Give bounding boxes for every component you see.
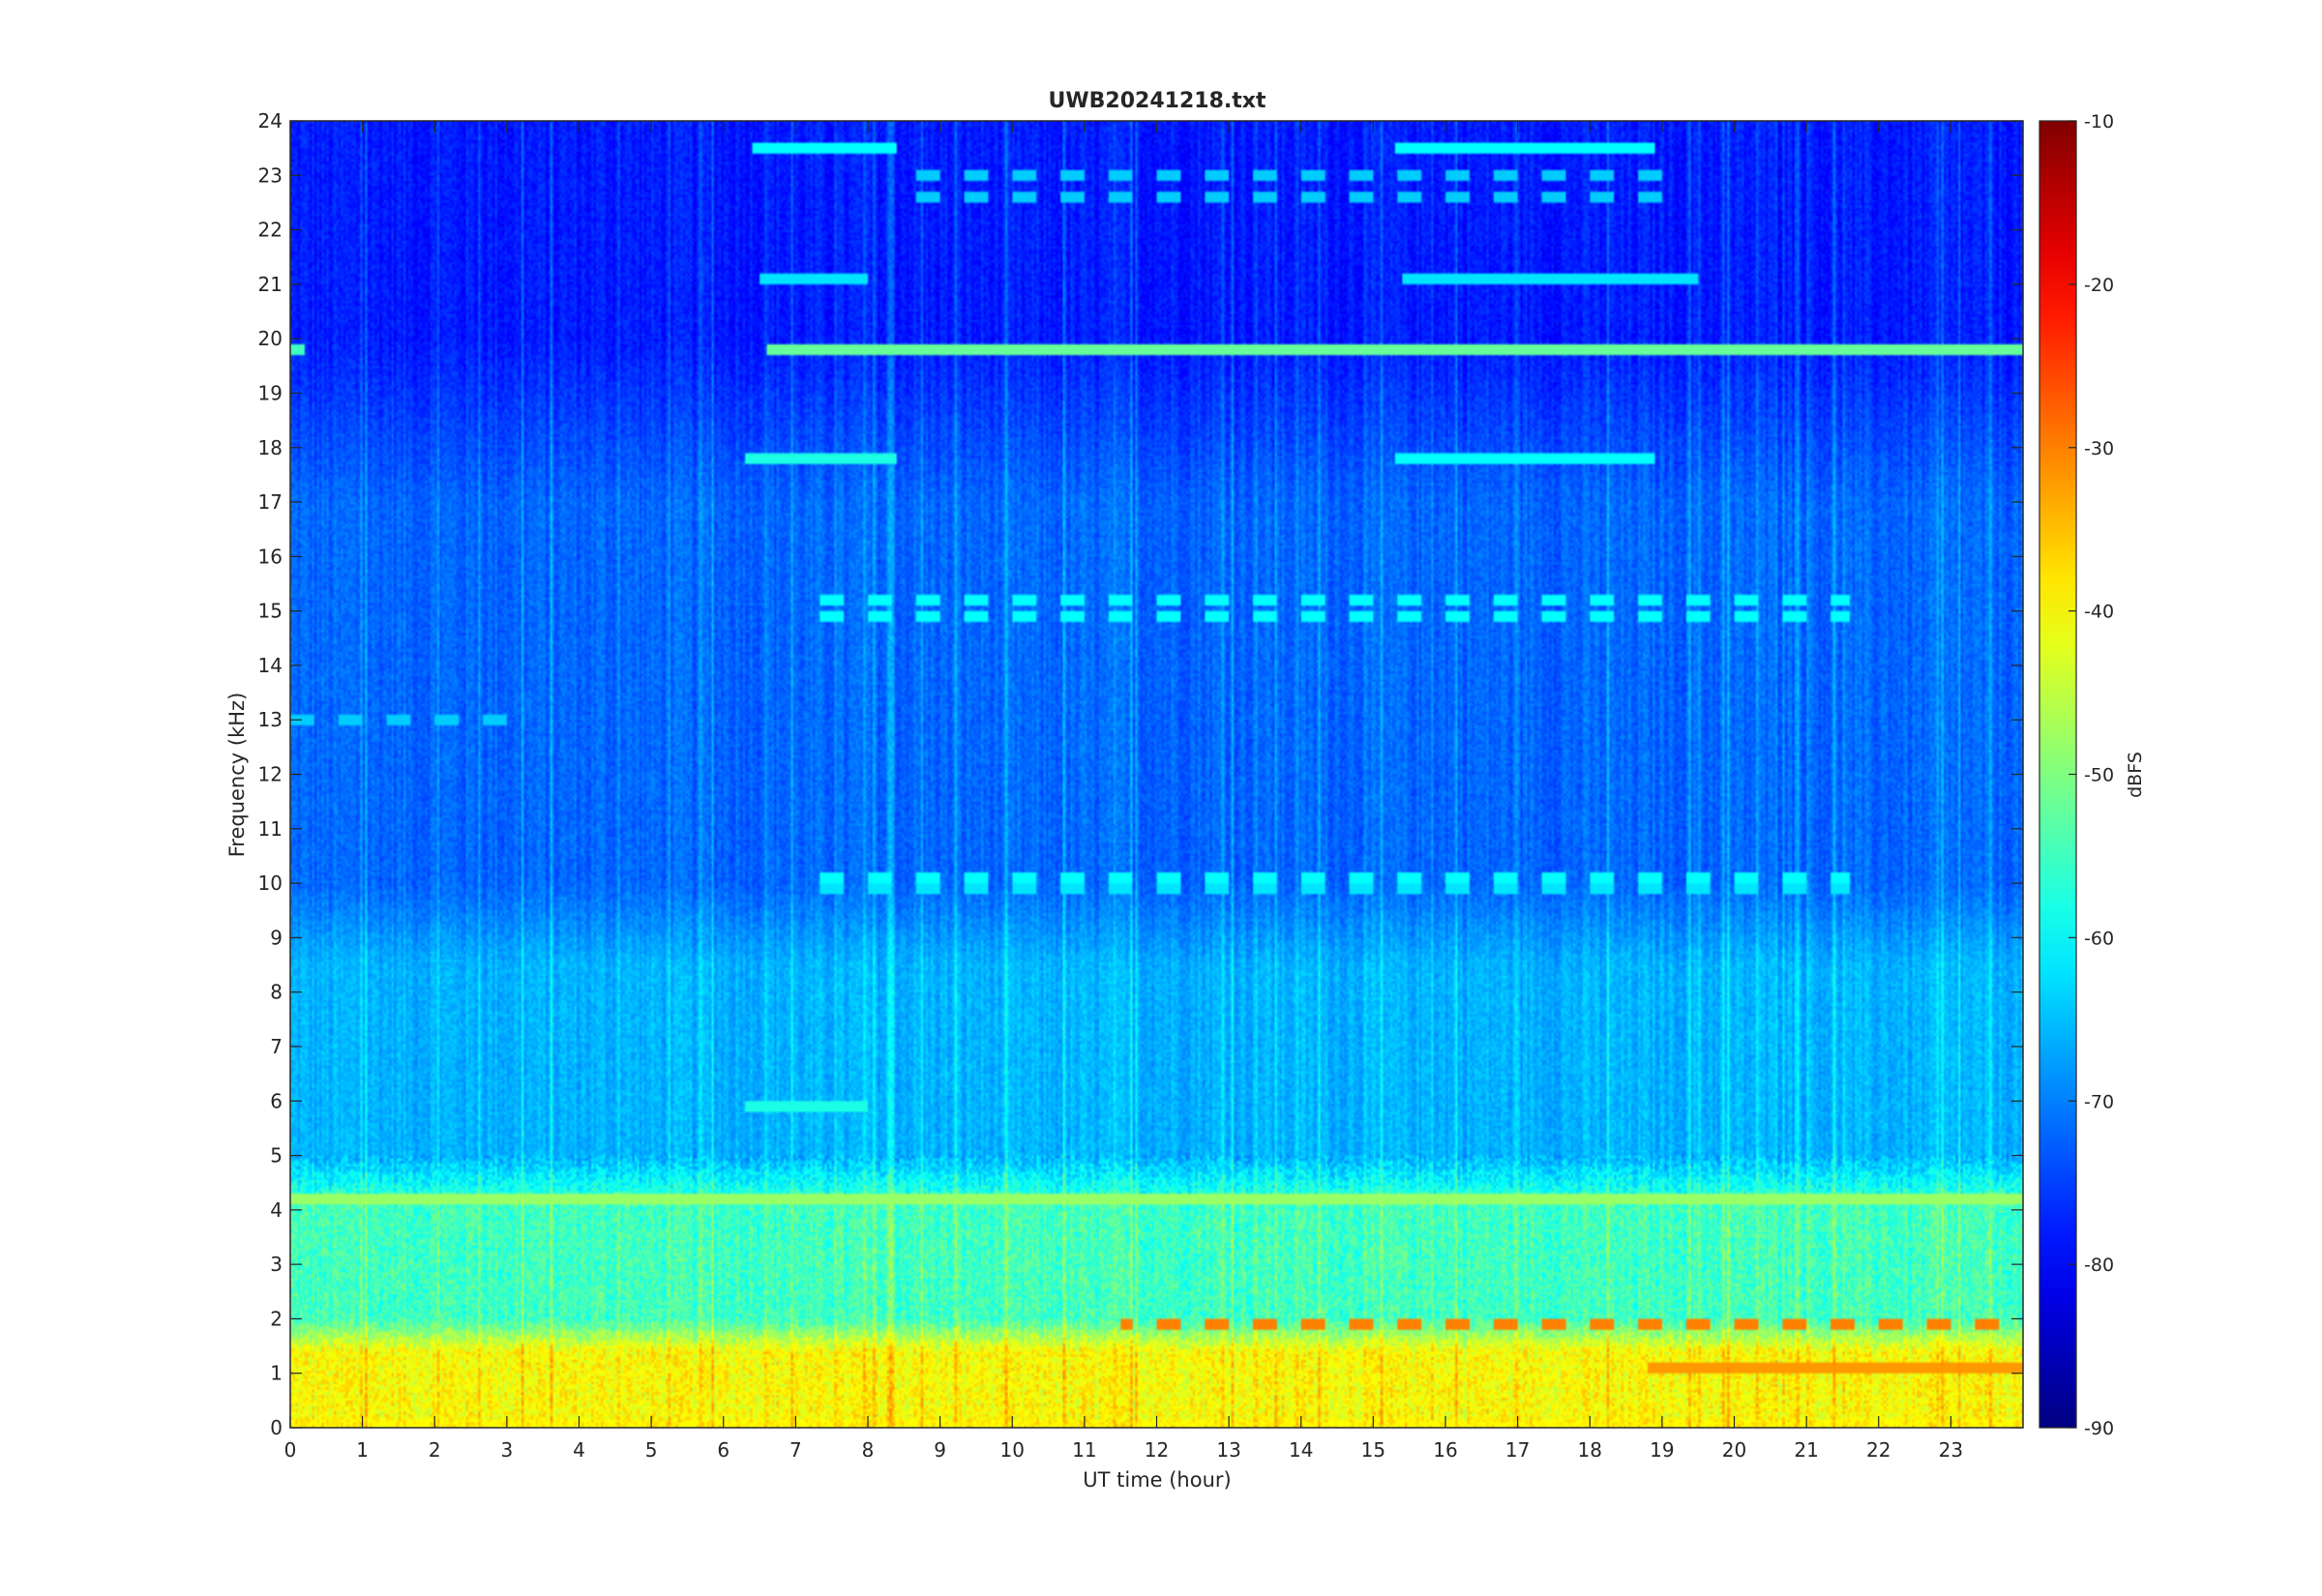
- x-tick-label: 8: [862, 1438, 875, 1462]
- x-tick-label: 1: [356, 1438, 369, 1462]
- y-tick-label: 5: [270, 1144, 283, 1167]
- y-tick-label: 8: [270, 981, 283, 1004]
- y-tick-label: 12: [258, 763, 283, 786]
- colorbar: -90 -80 -70 -60 -50 -40 -30 -20 -10 dBFS: [2039, 111, 2146, 1439]
- x-tick-label: 7: [789, 1438, 802, 1462]
- y-tick-label: 24: [258, 109, 283, 133]
- x-tick-label: 19: [1650, 1438, 1674, 1462]
- x-tick-label: 10: [1000, 1438, 1025, 1462]
- y-tick-label: 1: [270, 1362, 283, 1385]
- y-tick-label: 21: [258, 273, 283, 296]
- colorbar-label: dBFS: [2125, 752, 2146, 798]
- x-tick-label: 17: [1505, 1438, 1530, 1462]
- colorbar-tick-label: -80: [2084, 1255, 2114, 1276]
- y-tick-label: 6: [270, 1089, 283, 1112]
- colorbar-tick-label: -20: [2084, 275, 2114, 296]
- x-tick-label: 4: [573, 1438, 585, 1462]
- colorbar-tick-label: -90: [2084, 1418, 2114, 1439]
- y-tick-label: 11: [258, 817, 283, 841]
- y-tick-label: 19: [258, 381, 283, 404]
- x-tick-label: 3: [501, 1438, 514, 1462]
- x-tick-label: 0: [284, 1438, 297, 1462]
- x-tick-label: 18: [1578, 1438, 1602, 1462]
- y-tick-label: 9: [270, 926, 283, 949]
- x-tick-label: 9: [934, 1438, 946, 1462]
- colorbar-tick-label: -40: [2084, 602, 2114, 623]
- y-tick-label: 13: [258, 708, 283, 731]
- x-axis-label: UT time (hour): [1083, 1468, 1231, 1492]
- y-tick-label: 22: [258, 219, 283, 242]
- spectrogram-heatmap: [290, 121, 2023, 1428]
- y-tick-label: 7: [270, 1035, 283, 1058]
- y-axis-label: Frequency (kHz): [225, 693, 249, 858]
- y-tick-label: 0: [270, 1416, 283, 1439]
- x-tick-label: 11: [1072, 1438, 1096, 1462]
- y-tick-label: 4: [270, 1198, 283, 1222]
- x-tick-label: 15: [1361, 1438, 1385, 1462]
- colorbar-tick-label: -50: [2084, 765, 2114, 786]
- y-tick-label: 10: [258, 872, 283, 895]
- x-tick-label: 23: [1939, 1438, 1963, 1462]
- spectrogram-image: [290, 121, 2023, 1428]
- y-tick-label: 17: [258, 490, 283, 514]
- colorbar-tick-label: -30: [2084, 438, 2114, 459]
- x-tick-label: 6: [717, 1438, 729, 1462]
- x-tick-label: 20: [1722, 1438, 1746, 1462]
- y-tick-label: 3: [270, 1253, 283, 1276]
- x-tick-label: 22: [1866, 1438, 1890, 1462]
- x-tick-label: 12: [1145, 1438, 1169, 1462]
- y-tick-label: 16: [258, 545, 283, 568]
- x-tick-label: 13: [1216, 1438, 1240, 1462]
- y-tick-label: 14: [258, 654, 283, 677]
- chart-title: UWB20241218.txt: [1049, 89, 1266, 113]
- x-tick-label: 2: [429, 1438, 441, 1462]
- y-tick-label: 15: [258, 600, 283, 623]
- x-tick-label: 21: [1794, 1438, 1818, 1462]
- colorbar-ticks: -90 -80 -70 -60 -50 -40 -30 -20 -10: [2069, 111, 2114, 1439]
- x-tick-label: 16: [1433, 1438, 1457, 1462]
- y-tick-label: 23: [258, 163, 283, 187]
- y-tick-label: 2: [270, 1307, 283, 1330]
- colorbar-tick-label: -10: [2084, 111, 2114, 133]
- colorbar-tick-label: -70: [2084, 1091, 2114, 1112]
- y-tick-label: 18: [258, 436, 283, 459]
- y-tick-label: 20: [258, 327, 283, 350]
- x-tick-label: 14: [1289, 1438, 1313, 1462]
- x-tick-label: 5: [645, 1438, 658, 1462]
- x-axis: 0 1 2 3 4 5 6 7 8 9 10 11 12 13 14 15 16 17 18 19 20 21 22 23: [284, 121, 1963, 1462]
- colorbar-tick-label: -60: [2084, 928, 2114, 949]
